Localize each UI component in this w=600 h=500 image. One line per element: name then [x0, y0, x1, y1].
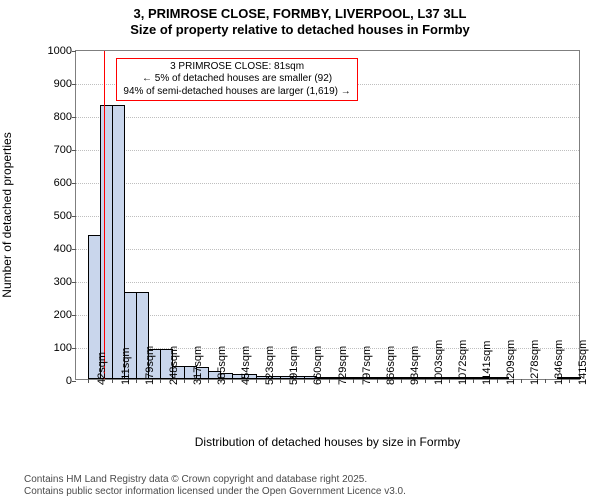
y-axis-label: Number of detached properties — [0, 132, 14, 297]
y-gridline — [76, 249, 579, 250]
x-tick — [473, 379, 474, 383]
x-tick-label: 248sqm — [164, 346, 180, 385]
y-tick-label: 100 — [54, 342, 76, 354]
x-tick — [232, 379, 233, 383]
y-tick-label: 500 — [54, 210, 76, 222]
x-tick-label: 523sqm — [260, 346, 276, 385]
x-tick-label: 317sqm — [188, 346, 204, 385]
y-tick-label: 1000 — [48, 45, 76, 57]
x-tick — [497, 379, 498, 383]
footer-line-2: Contains public sector information licen… — [24, 486, 406, 498]
x-tick-label: 660sqm — [308, 346, 324, 385]
x-tick-label: 454sqm — [236, 346, 252, 385]
x-tick-label: 934sqm — [405, 346, 421, 385]
y-tick-label: 300 — [54, 276, 76, 288]
x-tick-label: 179sqm — [140, 346, 156, 385]
x-tick — [208, 379, 209, 383]
x-tick-label: 111sqm — [116, 347, 132, 385]
y-tick-label: 800 — [54, 111, 76, 123]
y-tick-label: 400 — [54, 243, 76, 255]
x-tick — [136, 379, 137, 383]
x-tick-label: 1346sqm — [549, 340, 565, 385]
y-gridline — [76, 183, 579, 184]
footer-line-1: Contains HM Land Registry data © Crown c… — [24, 474, 406, 486]
y-tick-label: 900 — [54, 78, 76, 90]
title-line-1: 3, PRIMROSE CLOSE, FORMBY, LIVERPOOL, L3… — [0, 6, 600, 22]
plot-area: 010020030040050060070080090010003 PRIMRO… — [75, 50, 580, 380]
x-tick-label: 1003sqm — [429, 340, 445, 385]
x-tick-label: 1072sqm — [453, 340, 469, 385]
chart-container: 3, PRIMROSE CLOSE, FORMBY, LIVERPOOL, L3… — [0, 0, 600, 500]
x-tick — [377, 379, 378, 383]
x-tick — [569, 379, 570, 383]
y-tick-label: 0 — [66, 375, 76, 387]
annotation-line: 94% of semi-detached houses are larger (… — [123, 86, 350, 99]
x-tick — [256, 379, 257, 383]
x-tick — [329, 379, 330, 383]
x-tick-label: 729sqm — [333, 346, 349, 385]
footer: Contains HM Land Registry data © Crown c… — [24, 474, 406, 498]
histogram-bar — [112, 105, 125, 379]
annotation-box: 3 PRIMROSE CLOSE: 81sqm← 5% of detached … — [116, 58, 357, 102]
y-gridline — [76, 282, 579, 283]
x-tick-label: 866sqm — [381, 346, 397, 385]
y-tick-label: 600 — [54, 177, 76, 189]
y-gridline — [76, 117, 579, 118]
y-tick-label: 700 — [54, 144, 76, 156]
x-tick — [545, 379, 546, 383]
x-tick — [280, 379, 281, 383]
annotation-line: 3 PRIMROSE CLOSE: 81sqm — [123, 61, 350, 74]
x-tick — [160, 379, 161, 383]
x-tick — [88, 379, 89, 383]
x-tick-label: 42sqm — [92, 352, 108, 385]
title-line-2: Size of property relative to detached ho… — [0, 22, 600, 38]
x-tick — [449, 379, 450, 383]
x-tick — [401, 379, 402, 383]
histogram-bar — [100, 105, 113, 379]
x-tick — [425, 379, 426, 383]
x-tick-label: 591sqm — [284, 346, 300, 385]
x-axis-label: Distribution of detached houses by size … — [195, 435, 460, 449]
x-tick — [184, 379, 185, 383]
x-tick — [521, 379, 522, 383]
x-tick-label: 797sqm — [357, 346, 373, 385]
y-gridline — [76, 216, 579, 217]
property-marker-line — [104, 51, 105, 379]
y-tick-label: 200 — [54, 309, 76, 321]
y-gridline — [76, 315, 579, 316]
x-tick — [353, 379, 354, 383]
x-tick — [304, 379, 305, 383]
y-gridline — [76, 150, 579, 151]
x-tick-label: 1141sqm — [477, 341, 493, 385]
x-tick-label: 1278sqm — [525, 340, 541, 385]
annotation-line: ← 5% of detached houses are smaller (92) — [123, 73, 350, 86]
x-tick-label: 1415sqm — [573, 340, 589, 385]
x-tick-label: 385sqm — [212, 346, 228, 385]
x-tick — [112, 379, 113, 383]
x-tick-label: 1209sqm — [501, 340, 517, 385]
chart-title: 3, PRIMROSE CLOSE, FORMBY, LIVERPOOL, L3… — [0, 6, 600, 37]
